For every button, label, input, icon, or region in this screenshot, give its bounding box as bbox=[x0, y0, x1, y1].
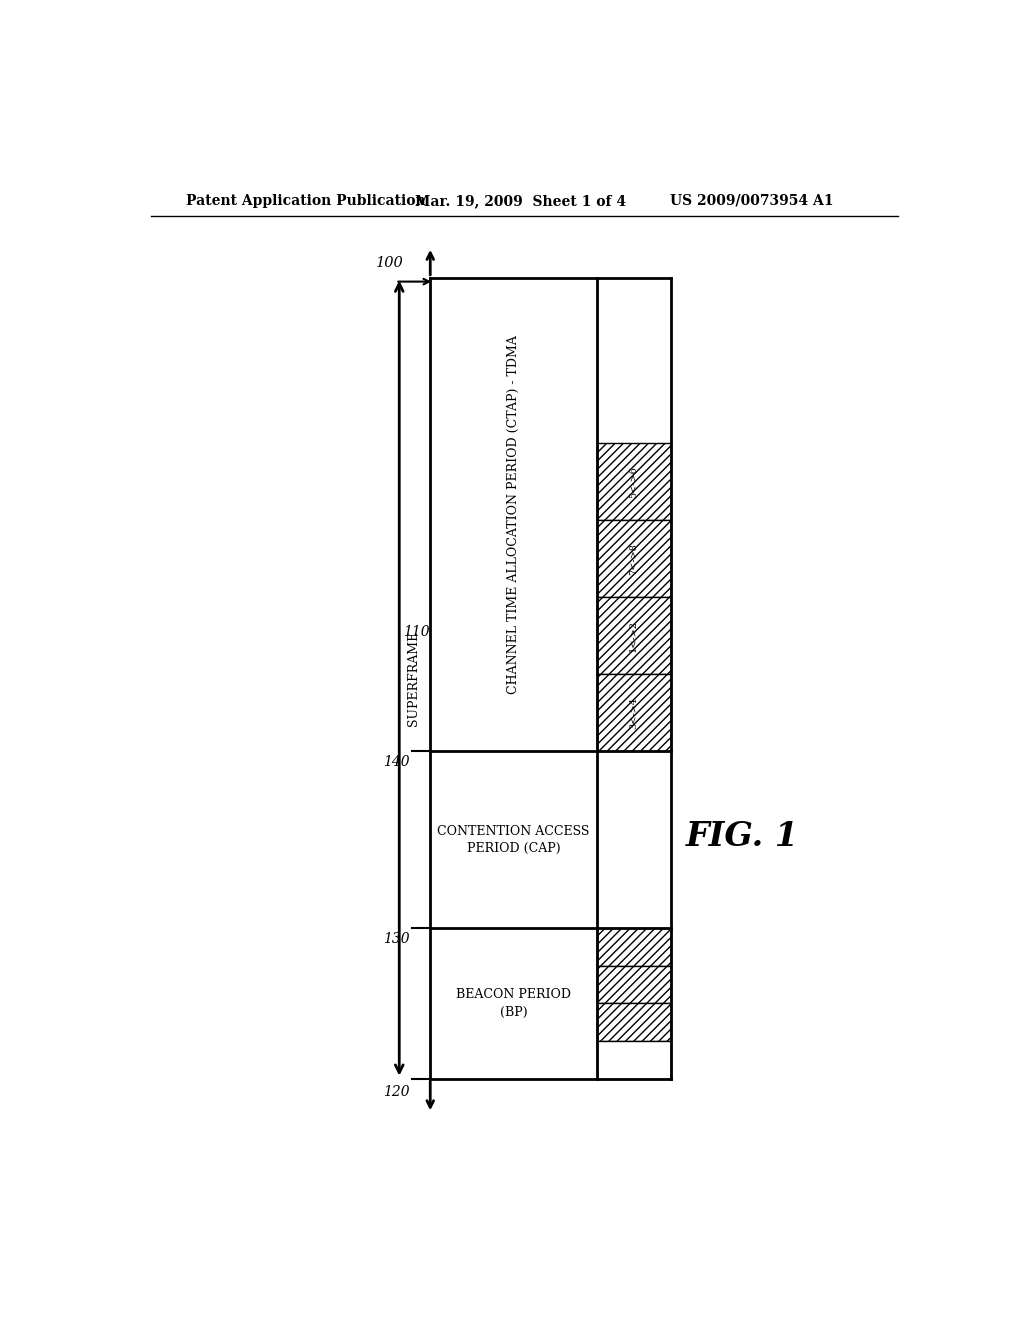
Text: Patent Application Publication: Patent Application Publication bbox=[186, 194, 426, 207]
Text: FIG. 1: FIG. 1 bbox=[686, 820, 799, 853]
Text: 140: 140 bbox=[383, 755, 410, 770]
Text: 7<->8: 7<->8 bbox=[629, 543, 638, 574]
Text: 130: 130 bbox=[383, 932, 410, 946]
Bar bbox=[597, 598, 671, 675]
Text: CHANNEL TIME ALLOCATION PERIOD (CTAP) - TDMA: CHANNEL TIME ALLOCATION PERIOD (CTAP) - … bbox=[507, 335, 520, 694]
Text: 1<->2: 1<->2 bbox=[629, 620, 638, 652]
Text: Mar. 19, 2009  Sheet 1 of 4: Mar. 19, 2009 Sheet 1 of 4 bbox=[415, 194, 626, 207]
Text: 120: 120 bbox=[383, 1085, 410, 1098]
Bar bbox=[597, 1041, 671, 1078]
Bar bbox=[597, 675, 671, 751]
Text: 5<->6: 5<->6 bbox=[629, 466, 638, 498]
Bar bbox=[597, 1003, 671, 1041]
Text: BEACON PERIOD
(BP): BEACON PERIOD (BP) bbox=[456, 989, 571, 1019]
Text: 100: 100 bbox=[376, 256, 403, 271]
Bar bbox=[597, 966, 671, 1003]
Text: SUPERFRAME: SUPERFRAME bbox=[407, 631, 420, 726]
Bar bbox=[597, 928, 671, 966]
Text: CONTENTION ACCESS
PERIOD (CAP): CONTENTION ACCESS PERIOD (CAP) bbox=[437, 825, 590, 855]
Text: US 2009/0073954 A1: US 2009/0073954 A1 bbox=[671, 194, 834, 207]
Text: 3<->4: 3<->4 bbox=[629, 697, 638, 729]
Bar bbox=[597, 444, 671, 520]
Text: 110: 110 bbox=[403, 624, 430, 639]
Bar bbox=[597, 520, 671, 598]
